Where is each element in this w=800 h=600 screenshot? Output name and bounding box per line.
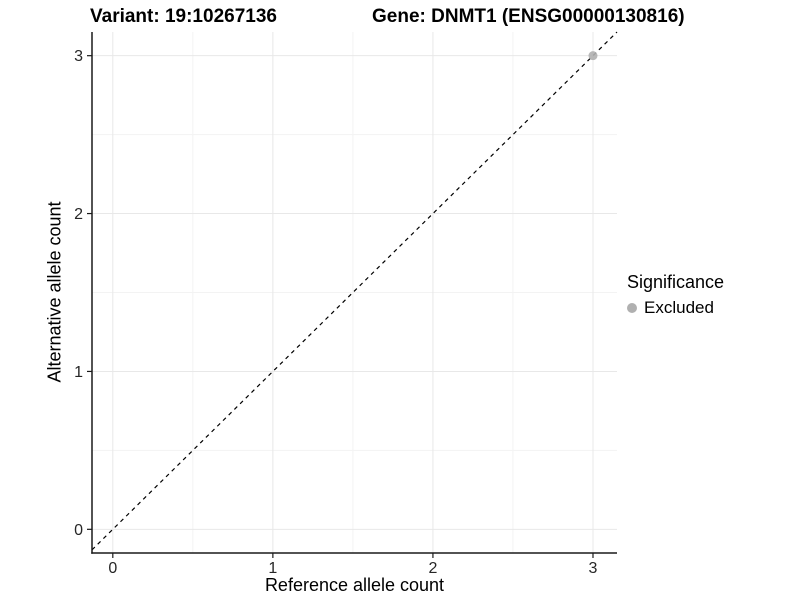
x-tick-label: 2 bbox=[428, 560, 437, 577]
x-tick-label: 3 bbox=[589, 560, 598, 577]
y-tick-label: 1 bbox=[74, 364, 83, 381]
plot-title-gene: Gene: DNMT1 (ENSG00000130816) bbox=[372, 6, 685, 27]
legend-key-dot-icon bbox=[627, 303, 637, 313]
identity-line bbox=[91, 31, 618, 551]
legend-label: Excluded bbox=[644, 298, 714, 317]
y-axis-title: Alternative allele count bbox=[44, 201, 65, 383]
x-axis-title: Reference allele count bbox=[264, 575, 445, 595]
x-tick-label: 0 bbox=[108, 560, 117, 577]
y-tick-label: 3 bbox=[74, 48, 83, 65]
legend-item: Excluded bbox=[627, 297, 724, 319]
legend-title: Significance bbox=[627, 272, 725, 292]
plot-title-variant: Variant: 19:10267136 bbox=[90, 6, 277, 27]
legend: Significance Excluded bbox=[627, 272, 724, 319]
y-tick-label: 2 bbox=[74, 206, 83, 223]
data-point bbox=[588, 51, 598, 61]
x-tick-label: 1 bbox=[268, 560, 277, 577]
legend-items: Excluded bbox=[627, 297, 724, 319]
y-tick-label: 0 bbox=[74, 522, 83, 539]
